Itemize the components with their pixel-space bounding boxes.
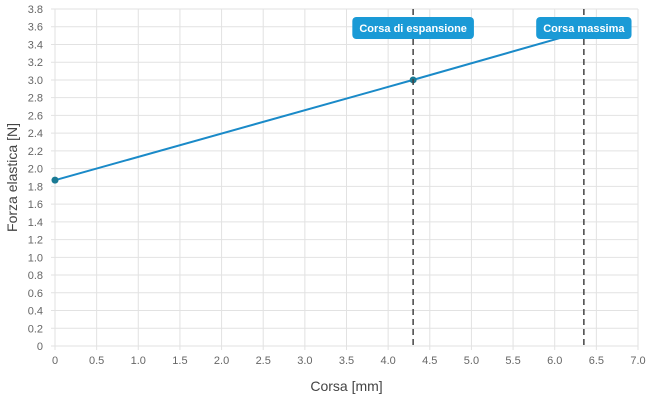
y-tick-label: 2.4 [28,128,43,140]
y-tick-label: 2.8 [28,93,43,105]
y-tick-label: 3.0 [28,75,43,87]
x-tick-label: 0.5 [89,355,104,367]
y-tick-label: 0.6 [28,288,43,300]
y-tick-label: 0.8 [28,270,43,282]
y-tick-label: 0.2 [28,323,43,335]
annotation-badge: Corsa massima [536,17,632,39]
x-tick-label: 2.5 [256,355,271,367]
grid [51,8,639,350]
x-axis-title: Corsa [mm] [310,378,382,394]
x-tick-label: 4.5 [422,355,437,367]
x-tick-label: 7.0 [630,355,645,367]
x-tick-label: 6.0 [547,355,562,367]
series-line [54,30,585,182]
x-tick-label: 3.5 [339,355,354,367]
annotation-badge: Corsa di espansione [352,17,474,39]
y-tick-label: 0.4 [28,306,43,318]
annotation-layer: Corsa di espansione Corsa massima [352,9,632,346]
y-tick-label: 1.6 [28,199,43,211]
series-layer [51,30,585,184]
y-axis-ticks: 0 0.2 0.4 0.6 0.8 1.0 1.2 1.4 1.6 1.8 2.0 2.2 2.4 2.6… [28,4,43,353]
x-tick-label: 2.0 [214,355,229,367]
y-tick-label: 0 [37,341,43,353]
y-tick-label: 3.4 [28,39,43,51]
x-tick-label: 1.0 [131,355,146,367]
data-point [51,176,59,184]
y-tick-label: 1.0 [28,252,43,264]
x-tick-label: 3.0 [297,355,312,367]
y-tick-label: 1.8 [28,181,43,193]
y-tick-label: 2.0 [28,164,43,176]
annotation-badge-bg [536,17,632,39]
x-axis-ticks: 0 0.5 1.0 1.5 2.0 2.5 3.0 3.5 4.0 4.5 5.0 5.5 6.0 6.5… [52,355,646,367]
y-tick-label: 1.4 [28,217,43,229]
x-tick-label: 4.0 [380,355,395,367]
y-tick-label: 3.2 [28,57,43,69]
y-tick-label: 2.6 [28,110,43,122]
y-axis-title: Forza elastica [N] [4,123,20,232]
x-tick-label: 0 [52,355,58,367]
annotation-label: Corsa di espansione [359,23,467,35]
y-tick-label: 1.2 [28,235,43,247]
y-tick-label: 2.2 [28,146,43,158]
x-tick-label: 6.5 [589,355,604,367]
annotation-badge-bg [352,17,474,39]
annotation-label: Corsa massima [543,23,625,35]
x-tick-label: 5.0 [464,355,479,367]
y-tick-label: 3.8 [28,4,43,16]
x-tick-label: 5.5 [505,355,520,367]
y-tick-label: 3.6 [28,22,43,34]
x-tick-label: 1.5 [172,355,187,367]
